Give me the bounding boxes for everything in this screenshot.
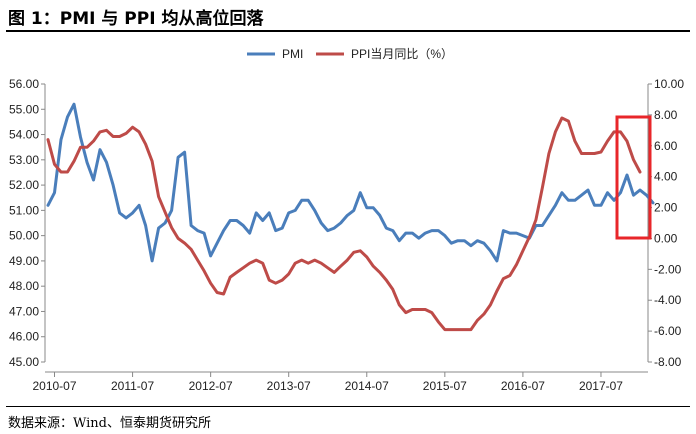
x-tick-label: 2015-07 <box>423 379 467 393</box>
y-left-tick-label: 49.00 <box>9 254 39 268</box>
y-right-tick-label: 10.00 <box>654 77 684 91</box>
y-right-tick-label: 2.00 <box>654 201 678 215</box>
y-right-tick-label: -2.00 <box>654 262 682 276</box>
x-tick-label: 2016-07 <box>501 379 545 393</box>
title-rule <box>6 30 690 32</box>
data-source-note: 数据来源：Wind、恒泰期货研究所 <box>8 416 211 431</box>
series-line-ppi <box>46 116 642 332</box>
y-left-tick-label: 55.00 <box>9 102 39 116</box>
x-tick-label: 2012-07 <box>189 379 233 393</box>
highlight-box <box>615 115 652 240</box>
y-right-tick-label: 0.00 <box>654 231 678 245</box>
figure-title: 图 1：PMI 与 PPI 均从高位回落 <box>8 9 264 29</box>
x-tick-label: 2014-07 <box>345 379 389 393</box>
y-left-tick-label: 46.00 <box>9 330 39 344</box>
y-left-tick-label: 48.00 <box>9 279 39 293</box>
y-right-tick-label: -8.00 <box>654 355 682 369</box>
legend-label-ppi: PPI当月同比（%） <box>351 47 453 61</box>
series-line-pmi <box>46 102 655 263</box>
y-left-tick-label: 56.00 <box>9 77 39 91</box>
x-tick-label: 2017-07 <box>579 379 623 393</box>
y-right-tick-label: 4.00 <box>654 170 678 184</box>
y-left-tick-label: 52.00 <box>9 178 39 192</box>
y-left-tick-label: 45.00 <box>9 355 39 369</box>
y-left-tick-label: 53.00 <box>9 153 39 167</box>
y-left-tick-label: 54.00 <box>9 128 39 142</box>
y-right-tick-label: 8.00 <box>654 108 678 122</box>
x-tick-label: 2010-07 <box>32 379 76 393</box>
y-right-tick-label: -6.00 <box>654 324 682 338</box>
x-tick-label: 2011-07 <box>111 379 154 393</box>
y-right-tick-label: 6.00 <box>654 139 678 153</box>
y-left-tick-label: 51.00 <box>9 203 39 217</box>
y-left-tick-label: 47.00 <box>9 304 39 318</box>
chart-legend: PMI PPI当月同比（%） <box>247 47 453 61</box>
legend-label-pmi: PMI <box>282 47 303 61</box>
source-rule <box>6 406 690 407</box>
x-tick-label: 2013-07 <box>267 379 311 393</box>
y-right-tick-label: -4.00 <box>654 293 682 307</box>
y-left-tick-label: 50.00 <box>9 229 39 243</box>
